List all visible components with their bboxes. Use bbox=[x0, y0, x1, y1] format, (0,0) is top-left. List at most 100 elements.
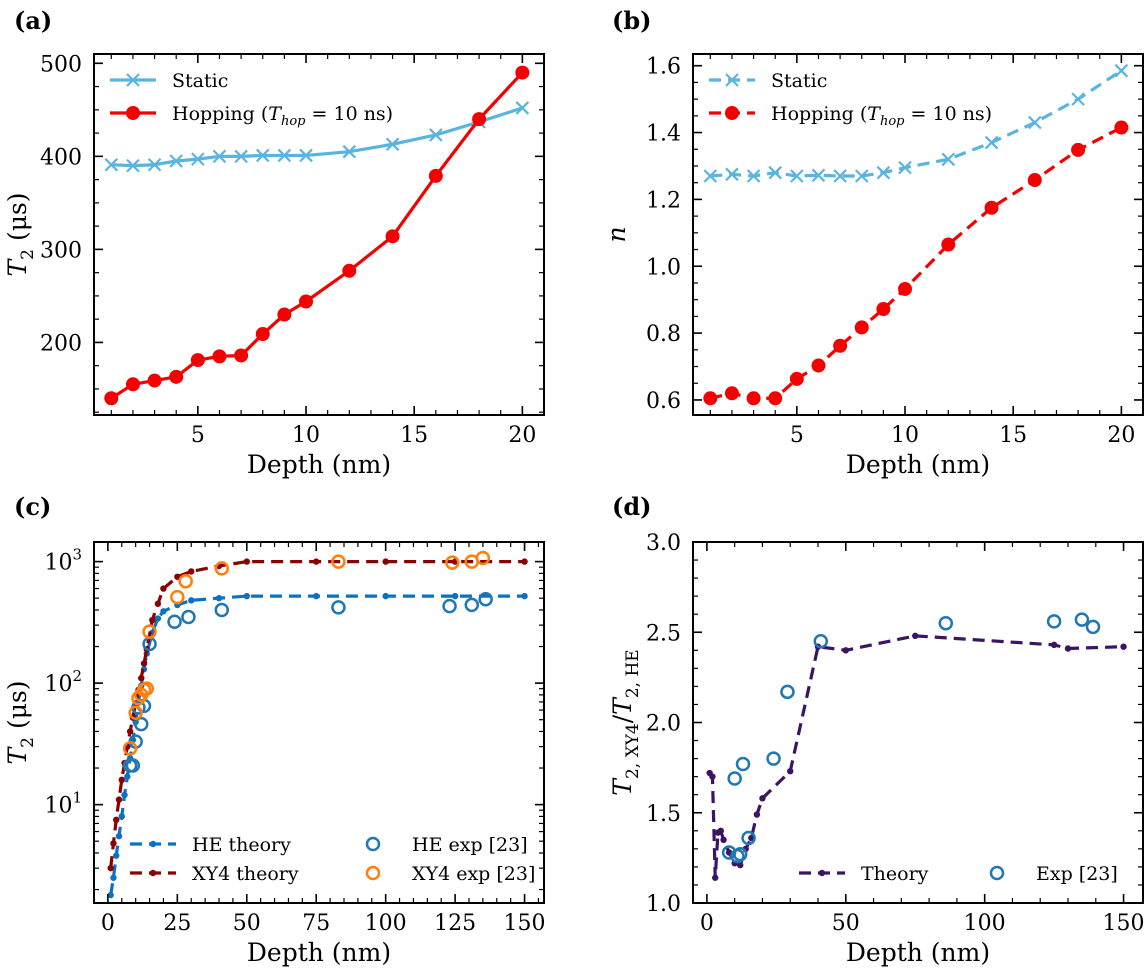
y-tick-base: 10 bbox=[44, 672, 72, 697]
series-exp-23- bbox=[721, 612, 1101, 864]
legend-label-var: T bbox=[268, 103, 282, 125]
y-label-sub: 2, XY4 bbox=[623, 723, 643, 779]
data-point bbox=[133, 716, 149, 732]
panel-label: (d) bbox=[612, 492, 652, 521]
y-label-sep: / bbox=[608, 714, 637, 723]
x-axis-label: Depth (nm) bbox=[846, 938, 990, 967]
data-point bbox=[766, 751, 781, 766]
data-point bbox=[746, 169, 761, 183]
data-point bbox=[125, 758, 141, 773]
series-line bbox=[708, 634, 1124, 880]
data-point bbox=[1114, 63, 1129, 78]
panel-label: (c) bbox=[14, 492, 51, 521]
data-point bbox=[759, 795, 766, 802]
x-tick-label: 20 bbox=[1107, 423, 1135, 448]
x-tick-label: 75 bbox=[302, 911, 330, 936]
data-point bbox=[854, 320, 869, 335]
data-point bbox=[1027, 173, 1042, 188]
data-point bbox=[898, 160, 912, 175]
legend-marker bbox=[126, 106, 140, 120]
data-point bbox=[703, 391, 718, 406]
data-point bbox=[1071, 92, 1085, 106]
data-point bbox=[720, 836, 727, 844]
data-point bbox=[154, 615, 162, 622]
data-point bbox=[1085, 619, 1101, 635]
data-point bbox=[113, 816, 120, 824]
x-tick-label: 25 bbox=[163, 911, 191, 936]
data-point bbox=[833, 338, 848, 353]
legend-label-text: Hopping ( bbox=[172, 103, 268, 125]
legend-label: HE theory bbox=[192, 834, 291, 856]
data-point bbox=[912, 632, 919, 640]
series-line bbox=[109, 560, 525, 869]
data-point bbox=[727, 771, 742, 786]
data-point bbox=[748, 834, 755, 842]
y-label-sub: 2 bbox=[18, 249, 38, 260]
y-tick-label: 500 bbox=[40, 52, 82, 77]
data-point bbox=[941, 237, 956, 252]
axes-frame bbox=[692, 53, 1144, 416]
y-label-unit: (μs) bbox=[3, 680, 32, 737]
data-point bbox=[898, 281, 913, 296]
legend-label: Hopping (Thop = 10 ns) bbox=[771, 103, 992, 129]
legend-label-text: XY4 exp [23] bbox=[412, 863, 535, 885]
data-point bbox=[753, 811, 761, 818]
data-point bbox=[277, 148, 292, 163]
y-tick-label: 0.8 bbox=[646, 322, 681, 347]
legend-marker bbox=[126, 73, 140, 87]
data-point bbox=[122, 741, 138, 756]
data-point bbox=[717, 827, 724, 834]
data-point bbox=[790, 169, 804, 183]
y-tick-label: 1.0 bbox=[646, 892, 681, 917]
data-point bbox=[277, 307, 292, 322]
x-tick-label: 125 bbox=[434, 911, 476, 936]
data-point bbox=[768, 391, 783, 406]
data-point bbox=[813, 634, 829, 649]
data-point bbox=[234, 149, 248, 164]
x-tick-label: 0 bbox=[700, 911, 714, 936]
data-point bbox=[214, 602, 230, 618]
data-point bbox=[169, 369, 184, 384]
legend-marker bbox=[725, 73, 739, 87]
y-tick-exponent: 1 bbox=[72, 789, 82, 807]
data-point bbox=[160, 585, 167, 592]
y-tick-label: 1.4 bbox=[646, 122, 681, 147]
legend-label-varsub: hop bbox=[281, 114, 306, 129]
data-point bbox=[115, 832, 123, 840]
data-point bbox=[124, 773, 131, 780]
data-point bbox=[125, 377, 140, 392]
data-point bbox=[428, 168, 443, 183]
data-point bbox=[215, 594, 223, 602]
legend-label-text: HE exp [23] bbox=[412, 834, 528, 856]
legend-label: Static bbox=[172, 70, 228, 92]
y-tick-label: 1.2 bbox=[646, 188, 681, 213]
y-label-unit: (μs) bbox=[3, 192, 32, 249]
data-point bbox=[342, 263, 357, 278]
data-point bbox=[147, 157, 162, 172]
data-point bbox=[385, 137, 400, 152]
y-tick-base: 10 bbox=[44, 551, 72, 576]
y-tick-base: 10 bbox=[44, 794, 72, 819]
legend-label-text: Static bbox=[172, 70, 228, 92]
data-point bbox=[331, 600, 346, 615]
series-static bbox=[703, 63, 1129, 183]
x-tick-label: 15 bbox=[999, 423, 1027, 448]
data-point bbox=[1064, 645, 1072, 652]
data-point bbox=[876, 165, 891, 180]
x-tick-label: 20 bbox=[508, 423, 536, 448]
data-point bbox=[342, 144, 357, 159]
data-point bbox=[167, 614, 182, 629]
data-point bbox=[941, 152, 956, 167]
data-point bbox=[234, 348, 249, 363]
data-point bbox=[709, 773, 716, 780]
data-point bbox=[1114, 120, 1129, 135]
legend-label-varsub: hop bbox=[880, 114, 905, 129]
data-point bbox=[712, 874, 719, 881]
data-point bbox=[147, 373, 162, 388]
data-point bbox=[703, 169, 718, 183]
x-tick-label: 100 bbox=[964, 911, 1006, 936]
legend-marker bbox=[365, 865, 381, 881]
series-hopping-t-hop-10-ns- bbox=[104, 65, 530, 406]
x-tick-label: 0 bbox=[101, 911, 115, 936]
